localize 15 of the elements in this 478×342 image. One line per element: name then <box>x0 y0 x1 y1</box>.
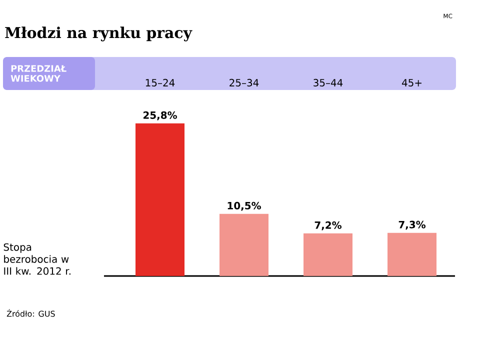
bar <box>220 214 269 276</box>
x-axis-title: PRZEDZIAŁ WIEKOWY <box>10 65 66 82</box>
data-label: 7,3% <box>398 220 426 230</box>
y-axis-title: Stopa bezrobocia w III kw. 2012 r. <box>4 243 70 275</box>
bar <box>388 232 437 276</box>
data-label: 7,2% <box>314 221 342 230</box>
x-tick-label: 15–24 <box>146 78 175 86</box>
x-tick-label: 25–34 <box>230 78 259 86</box>
bar <box>304 233 353 276</box>
x-tick-label: 45+ <box>402 79 422 86</box>
chart-title: Młodzi na rynku pracy <box>5 26 192 42</box>
x-tick-label: 35–44 <box>314 78 343 86</box>
bar <box>136 123 185 276</box>
data-label: 25,8% <box>144 111 177 120</box>
data-label: 10,5% <box>228 202 261 211</box>
